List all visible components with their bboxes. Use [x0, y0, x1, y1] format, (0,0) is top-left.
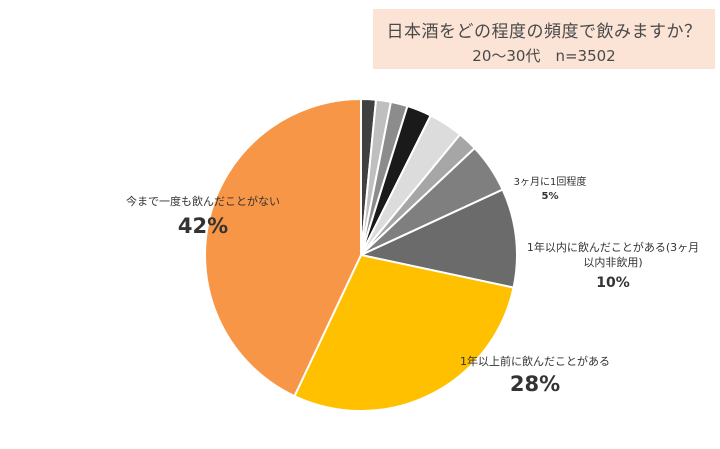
- label-over-1-year-pct: 28%: [509, 372, 561, 396]
- label-every-3-months: 3ヶ月に1回程度 5%: [490, 175, 610, 203]
- chart-subtitle: 20〜30代 n=3502: [472, 47, 616, 65]
- label-never-drank: 今まで一度も飲んだことがない 42%: [98, 194, 308, 239]
- label-within-1-year: 1年以内に飲んだことがある(3ヶ月 以内非飲用) 10%: [518, 240, 708, 292]
- label-over-1-year: 1年以上前に飲んだことがある 28%: [430, 354, 640, 397]
- label-never-drank-name: 今まで一度も飲んだことがない: [126, 195, 280, 208]
- label-every-3-months-name: 3ヶ月に1回程度: [513, 177, 587, 188]
- label-over-1-year-name: 1年以上前に飲んだことがある: [460, 355, 610, 368]
- chart-title: 日本酒をどの程度の頻度で飲みますか？: [386, 22, 702, 42]
- chart-title-box: 日本酒をどの程度の頻度で飲みますか？ 20〜30代 n=3502: [373, 9, 715, 69]
- label-never-drank-pct: 42%: [177, 214, 229, 238]
- label-within-1-year-name-2: 以内非飲用): [583, 256, 643, 269]
- pie-slice-8: [293, 253, 515, 412]
- pie-slice-9: [204, 97, 362, 398]
- label-within-1-year-pct: 10%: [596, 275, 630, 291]
- label-within-1-year-name-1: 1年以内に飲んだことがある(3ヶ月: [526, 241, 700, 254]
- label-every-3-months-pct: 5%: [541, 191, 559, 202]
